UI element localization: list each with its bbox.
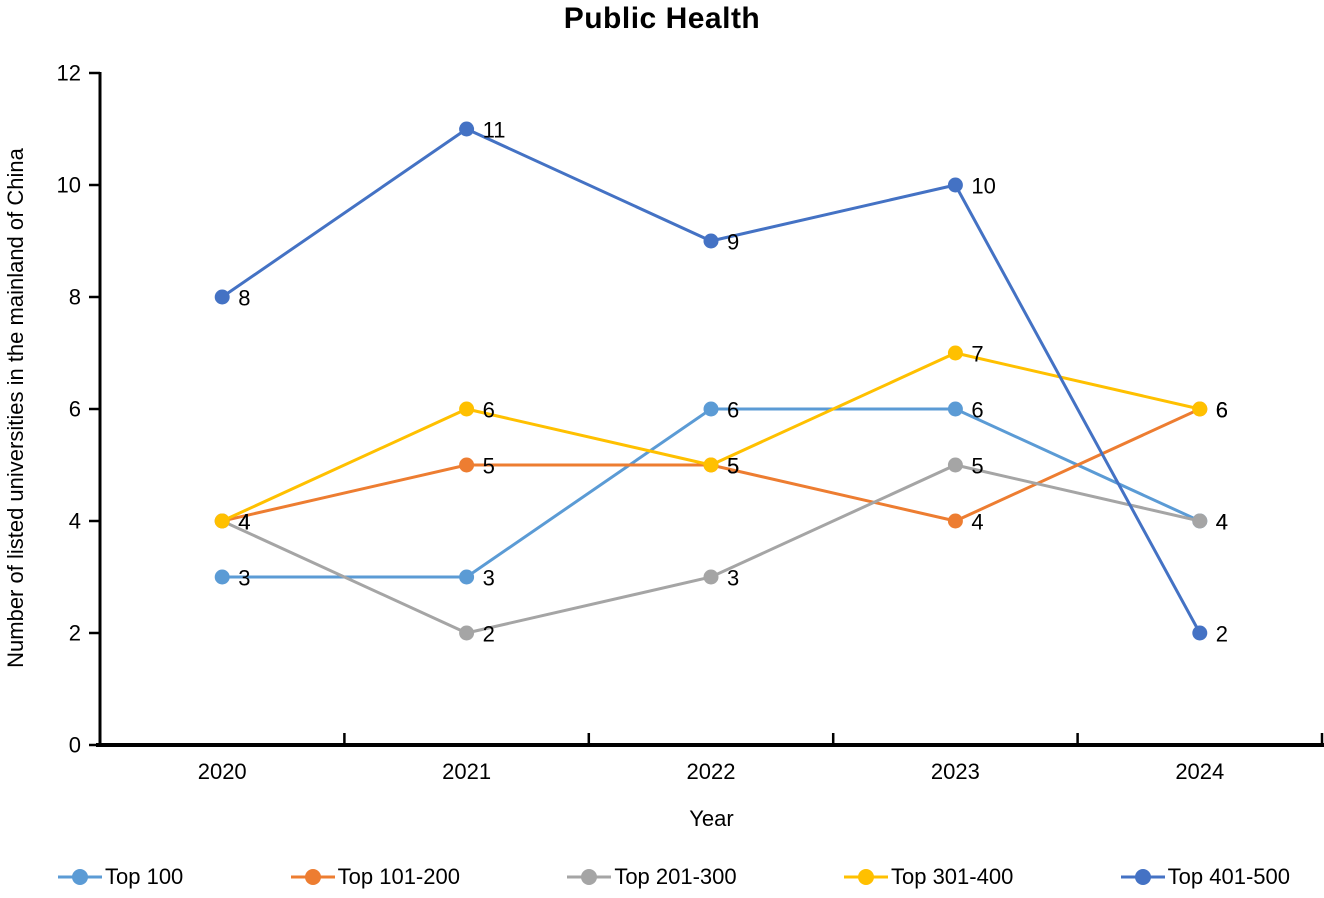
data-point [214,289,230,305]
legend-item-label: Top 100 [105,864,184,889]
legend-dot [857,869,874,885]
series-line-3 [221,463,1201,635]
data-point-label: 4 [1216,510,1228,535]
legend-dot [1134,869,1151,885]
legend-item-label: Top 401-500 [1167,864,1290,889]
y-tick-label: 4 [69,509,81,534]
data-point [459,401,475,417]
data-point-label: 2 [1216,622,1228,647]
x-tick-label: 2021 [442,759,491,784]
data-point-label: 4 [238,510,250,535]
legend: Top 100 Top 101-200 Top 201-300 Top 301-400… [58,862,1290,892]
data-point [459,121,475,137]
data-point [703,457,719,473]
data-point [703,401,719,417]
data-point [1192,513,1208,529]
legend-marker-icon [1120,869,1165,885]
x-tick-label: 2024 [1175,759,1224,784]
legend-item-5: Top 401-500 [1120,864,1290,890]
data-point [459,625,475,641]
data-point [214,569,230,585]
y-tick-label: 12 [57,61,81,86]
data-point-label: 8 [238,286,250,311]
legend-marker-icon [843,869,888,885]
data-point [1192,401,1208,417]
data-point-label: 2 [483,622,495,647]
data-point-label: 3 [727,566,739,591]
series-line-5 [221,127,1202,634]
legend-marker-icon [58,869,102,885]
x-tick-label: 2022 [687,759,736,784]
data-point [459,569,475,585]
legend-dot [581,869,598,885]
data-point [459,457,475,473]
legend-dot [72,869,88,885]
data-point-label: 10 [971,174,995,199]
x-tick-label: 2023 [931,759,980,784]
data-point-label: 7 [971,342,983,367]
data-point [947,513,963,529]
y-tick-label: 0 [69,733,81,758]
series-line-4 [221,351,1201,523]
legend-marker-icon [567,869,612,885]
data-point [1192,625,1208,641]
legend-item-label: Top 201-300 [614,864,737,889]
legend-item-1: Top 100 [58,864,183,890]
data-point-label: 6 [971,398,983,423]
data-point [947,401,963,417]
legend-item-4: Top 301-400 [843,864,1014,890]
data-point-label: 4 [238,510,250,535]
y-tick-label: 10 [57,173,81,198]
x-tick-label: 2020 [198,759,247,784]
data-point-label: 3 [483,566,495,591]
data-point-label: 9 [727,230,739,255]
data-point [703,233,719,249]
legend-item-label: Top 101-200 [337,864,460,889]
legend-item-2: Top 101-200 [290,864,460,890]
y-tick-label: 6 [69,397,81,422]
y-tick-label: 2 [69,621,81,646]
data-point-label: 5 [727,454,739,479]
data-point [947,177,963,193]
data-point-label: 6 [727,398,739,423]
x-axis-label: Year [689,806,734,831]
data-point-label: 3 [238,566,250,591]
y-tick-label: 8 [69,285,81,310]
data-point [947,345,963,361]
legend-marker-icon [290,869,335,885]
chart-title: Public Health [563,2,761,35]
legend-item-3: Top 201-300 [567,864,737,890]
data-point-label: 4 [238,510,250,535]
data-point-label: 6 [483,398,495,423]
legend-item-label: Top 301-400 [890,864,1014,889]
data-point-label: 5 [483,454,495,479]
data-point-label: 4 [1216,510,1228,535]
data-point-label: 11 [483,118,506,143]
data-point [214,513,230,529]
data-point [947,457,963,473]
data-point-label: 5 [727,454,739,479]
data-point-label: 4 [971,510,983,535]
data-point [703,569,719,585]
data-point-label: 5 [971,454,983,479]
data-point-label: 6 [1216,398,1228,423]
series-line-1 [222,407,1201,579]
legend-dot [304,869,321,885]
data-point-label: 6 [1216,398,1228,423]
